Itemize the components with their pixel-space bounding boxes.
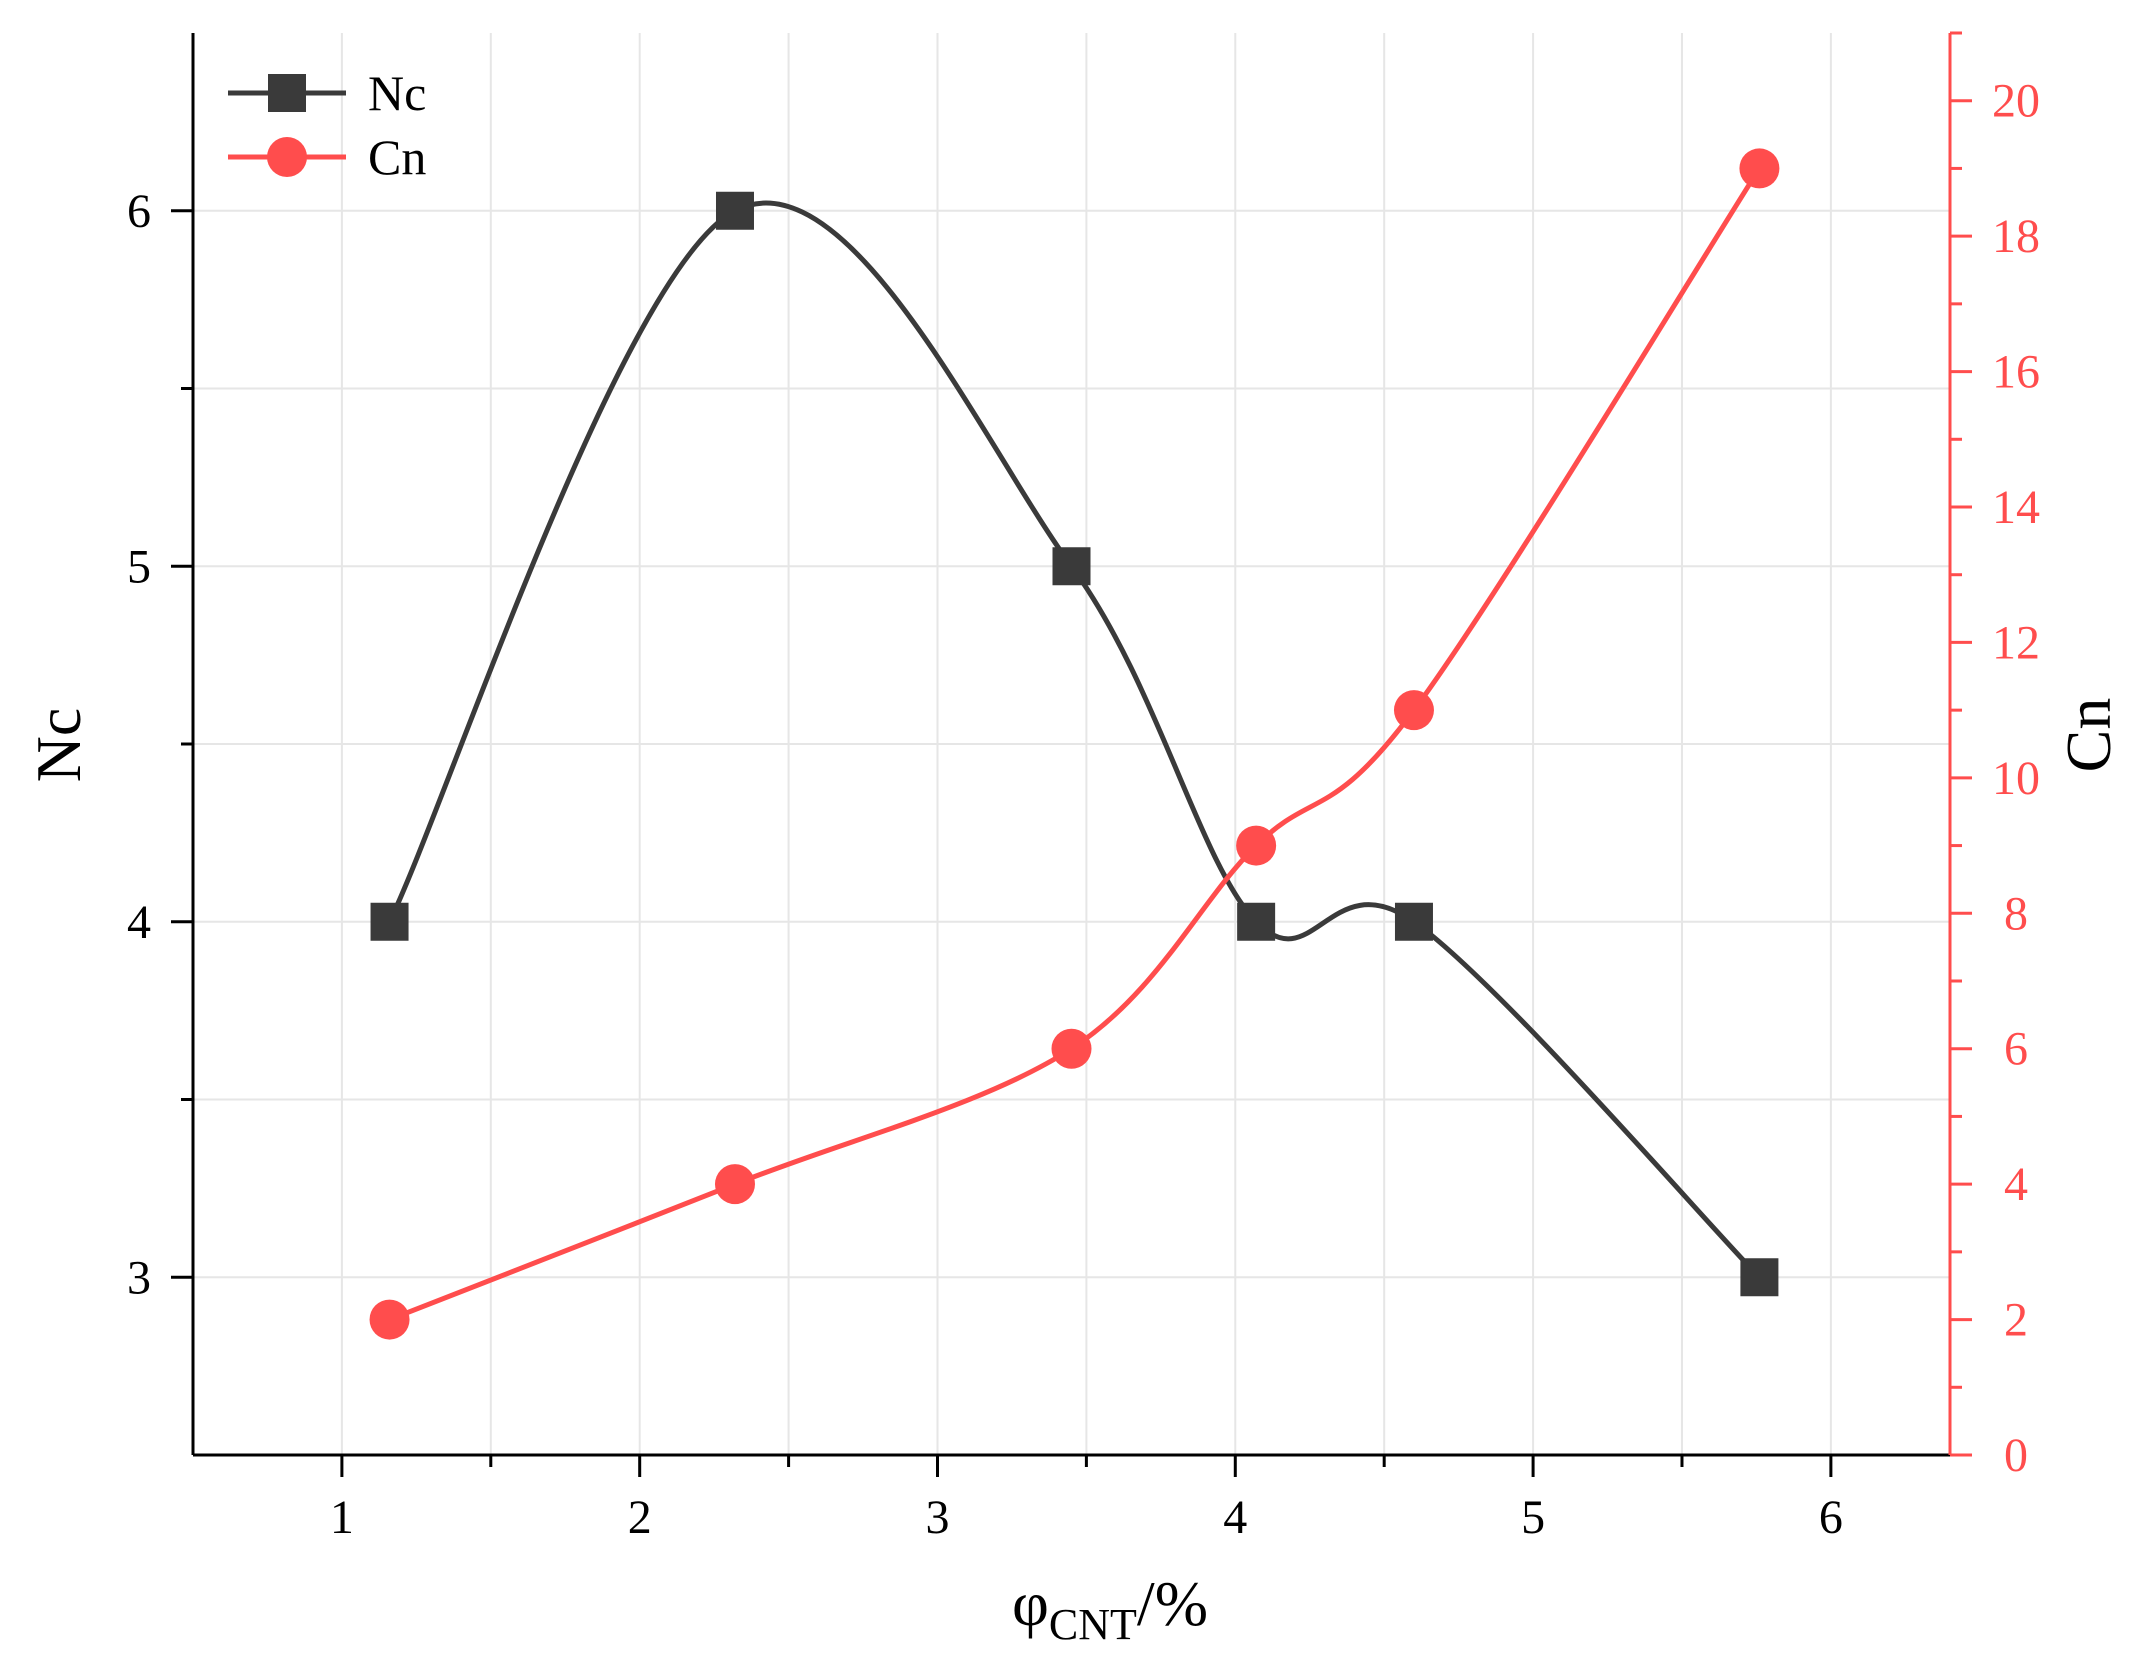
legend: Nc Cn [228, 65, 426, 185]
marker-cn [1236, 825, 1277, 866]
legend-label-cn: Cn [368, 129, 426, 185]
x-tick-label: 4 [1223, 1491, 1247, 1544]
x-axis-title-main: φ [1012, 1568, 1049, 1639]
y-axis-right-title: Cn [2053, 698, 2124, 773]
y-right-tick-label: 10 [1992, 752, 2040, 805]
marker-cn [1393, 690, 1434, 731]
marker-cn [369, 1299, 410, 1340]
y-axis-left-title: Nc [23, 708, 94, 783]
x-axis-title-suffix: /% [1137, 1568, 1208, 1639]
x-tick-label: 3 [925, 1491, 949, 1544]
legend-label-nc: Nc [368, 65, 426, 121]
marker-nc [1052, 547, 1091, 586]
marker-cn [1051, 1028, 1092, 1069]
y-right-tick-label: 2 [2004, 1294, 2028, 1347]
series-markers [369, 148, 1780, 1340]
y-right-tick-label: 0 [2004, 1429, 2028, 1482]
marker-cn [714, 1164, 755, 1205]
y-right-tick-label: 20 [1992, 75, 2040, 128]
y-right-tick-label: 14 [1992, 481, 2040, 534]
legend-marker-nc [268, 74, 306, 112]
marker-nc [715, 191, 754, 230]
marker-cn [1739, 148, 1780, 189]
series-line-cn [388, 167, 1762, 1322]
marker-nc [1394, 902, 1433, 941]
y-right-tick-label: 8 [2004, 887, 2028, 940]
series-curves [387, 167, 1762, 1322]
y-right-tick-label: 12 [1992, 616, 2040, 669]
x-tick-label: 5 [1521, 1491, 1545, 1544]
legend-marker-cn [267, 137, 307, 177]
marker-nc [1740, 1258, 1779, 1297]
marker-nc [370, 902, 409, 941]
x-tick-label: 1 [330, 1491, 354, 1544]
y-left-tick-label: 6 [127, 185, 151, 238]
y-left-tick-label: 5 [127, 540, 151, 593]
x-tick-label: 6 [1819, 1491, 1843, 1544]
series-line-nc [387, 200, 1762, 1279]
y-left-tick-label: 3 [127, 1251, 151, 1304]
y-right-tick-label: 16 [1992, 346, 2040, 399]
grid [193, 33, 1950, 1455]
y-right-tick-label: 18 [1992, 210, 2040, 263]
y-left-tick-label: 4 [127, 896, 151, 949]
marker-nc [1237, 902, 1276, 941]
y-right-tick-label: 4 [2004, 1158, 2028, 1211]
x-tick-label: 2 [628, 1491, 652, 1544]
y-right-tick-label: 6 [2004, 1023, 2028, 1076]
x-axis-title: φCNT/% [1012, 1568, 1208, 1649]
x-axis-title-sub: CNT [1049, 1600, 1137, 1649]
